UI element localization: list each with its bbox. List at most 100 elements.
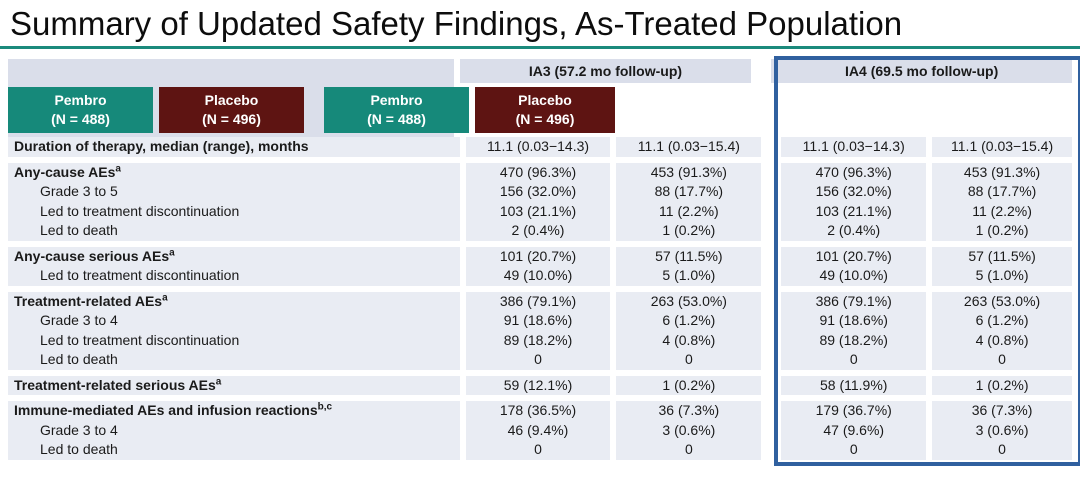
value-cell: 4 (0.8%) <box>662 331 716 348</box>
value-cell: 1 (0.2%) <box>662 376 716 393</box>
footnote-marker: a <box>215 375 222 387</box>
row-label: Duration of therapy, median (range), mon… <box>8 137 460 157</box>
column-name: Pembro <box>370 92 423 108</box>
footnote-marker: a <box>162 291 168 303</box>
value-column: 11.1 (0.03−14.3) <box>465 137 611 157</box>
column-n: (N = 488) <box>367 111 426 127</box>
footnote-marker: b,c <box>317 401 333 413</box>
value-cell: 0 <box>849 441 858 457</box>
value-cell: 156 (32.0%) <box>499 183 577 199</box>
value-column: 453 (91.3%) 88 (17.7%) 11 (2.2%) 1 (0.2%) <box>932 162 1072 241</box>
value-cell: 0 <box>534 351 542 367</box>
value-column: 57 (11.5%) 5 (1.0%) <box>616 246 762 286</box>
value-column: 453 (91.3%) 88 (17.7%) 11 (2.2%) 1 (0.2%) <box>616 162 762 241</box>
value-cell: 470 (96.3%) <box>815 163 892 180</box>
row-label: Any-cause AEsa <box>8 163 460 183</box>
value-cell: 0 <box>998 441 1006 457</box>
value-column: 178 (36.5%) 46 (9.4%) 0 <box>465 401 611 460</box>
value-cell: 386 (79.1%) <box>815 292 892 309</box>
page-title: Summary of Updated Safety Findings, As-T… <box>10 5 903 42</box>
value-cell: 57 (11.5%) <box>968 247 1036 264</box>
value-cell: 57 (11.5%) <box>655 247 723 264</box>
column-header-ia4-placebo: Placebo (N = 496) <box>475 87 615 133</box>
value-cell: 59 (12.1%) <box>503 376 573 393</box>
value-column: 11.1 (0.03−15.4) <box>932 137 1072 157</box>
column-header-ia4-pembro: Pembro (N = 488) <box>324 87 469 133</box>
value-cell: 88 (17.7%) <box>654 183 724 199</box>
value-cell: 5 (1.0%) <box>662 267 716 283</box>
value-cell: 49 (10.0%) <box>503 267 573 283</box>
value-cell: 36 (7.3%) <box>971 402 1033 418</box>
row-label-column: Duration of therapy, median (range), mon… <box>8 137 460 157</box>
value-column: 36 (7.3%) 3 (0.6%) 0 <box>932 401 1072 460</box>
row-label: Led to death <box>8 221 460 241</box>
value-cell: 11 (2.2%) <box>972 202 1032 219</box>
value-cell: 101 (20.7%) <box>499 247 577 264</box>
column-n: (N = 496) <box>515 111 575 127</box>
header-ia3: IA3 (57.2 mo follow-up) <box>459 59 752 83</box>
value-cell: 103 (21.1%) <box>499 202 577 219</box>
value-cell: 58 (11.9%) <box>819 376 888 393</box>
value-cell: 0 <box>534 441 542 457</box>
value-cell: 46 (9.4%) <box>507 421 569 438</box>
value-cell: 6 (1.2%) <box>975 312 1029 328</box>
title-underline <box>0 46 1080 49</box>
row-label-column: Any-cause serious AEsa Led to treatment d… <box>8 246 460 286</box>
row-label: Grade 3 to 4 <box>8 311 460 331</box>
value-column: 101 (20.7%) 49 (10.0%) <box>781 246 927 286</box>
row-label: Grade 3 to 5 <box>8 182 460 202</box>
value-cell: 49 (10.0%) <box>819 267 888 283</box>
value-cell: 36 (7.3%) <box>658 402 720 418</box>
row-label: Led to treatment discontinuation <box>8 331 460 351</box>
value-column: 36 (7.3%) 3 (0.6%) 0 <box>616 401 762 460</box>
value-cell: 47 (9.6%) <box>823 421 885 438</box>
value-cell: 101 (20.7%) <box>815 247 892 264</box>
value-cell: 88 (17.7%) <box>967 183 1037 199</box>
footnote-marker: a <box>115 162 121 174</box>
value-column: 57 (11.5%) 5 (1.0%) <box>932 246 1072 286</box>
row-label-text: Grade 3 to 4 <box>40 421 118 438</box>
value-cell: 91 (18.6%) <box>819 312 888 328</box>
row-label: Led to treatment discontinuation <box>8 266 460 286</box>
value-column: 58 (11.9%) <box>781 375 927 395</box>
value-cell: 6 (1.2%) <box>662 312 716 328</box>
value-column: 1 (0.2%) <box>616 375 762 395</box>
value-cell: 263 (53.0%) <box>963 292 1041 309</box>
value-cell: 1 (0.2%) <box>975 376 1029 393</box>
row-label-column: Any-cause AEsa Grade 3 to 5 Led to treatme… <box>8 162 460 241</box>
value-cell: 91 (18.6%) <box>503 312 573 328</box>
column-name: Placebo <box>518 92 572 108</box>
value-cell: 4 (0.8%) <box>975 331 1029 348</box>
value-column: 386 (79.1%) 91 (18.6%) 89 (18.2%) 0 <box>465 291 611 370</box>
column-n: (N = 488) <box>51 111 110 127</box>
safety-findings-table: IA3 (57.2 mo follow-up) IA4 (69.5 mo fol… <box>8 56 1080 466</box>
value-cell: 386 (79.1%) <box>499 292 577 309</box>
value-cell: 103 (21.1%) <box>815 202 892 219</box>
row-label-text: Treatment-related AEs <box>14 292 163 309</box>
value-cell: 1 (0.2%) <box>975 222 1029 238</box>
row-label-text: Grade 3 to 5 <box>40 183 118 199</box>
row-label-text: Immune-mediated AEs and infusion reactio… <box>14 402 318 418</box>
table-header-band: IA3 (57.2 mo follow-up) IA4 (69.5 mo fol… <box>8 59 1072 137</box>
row-label: Led to death <box>8 350 460 370</box>
row-label: Treatment-related AEsa <box>8 292 460 312</box>
row-label-text: Duration of therapy, median (range), mon… <box>14 138 309 154</box>
value-cell: 5 (1.0%) <box>975 267 1029 283</box>
value-column: 59 (12.1%) <box>465 375 611 395</box>
row-label-text: Led to treatment discontinuation <box>40 267 240 283</box>
row-group: Treatment-related serious AEsa 59 (12.1%)… <box>8 375 1072 395</box>
value-cell: 2 (0.4%) <box>511 222 565 238</box>
value-cell: 156 (32.0%) <box>815 183 892 199</box>
row-group: Duration of therapy, median (range), mon… <box>8 137 1072 157</box>
row-label: Led to treatment discontinuation <box>8 202 460 222</box>
row-label-text: Led to treatment discontinuation <box>40 202 240 219</box>
value-cell: 11.1 (0.03−15.4) <box>637 138 740 154</box>
value-column: 263 (53.0%) 6 (1.2%) 4 (0.8%) 0 <box>616 291 762 370</box>
value-cell: 11 (2.2%) <box>659 202 719 219</box>
value-cell: 11.1 (0.03−14.3) <box>486 138 590 154</box>
row-label: Any-cause serious AEsa <box>8 247 460 267</box>
row-group: Any-cause serious AEsa Led to treatment d… <box>8 246 1072 286</box>
row-group: Treatment-related AEsa Grade 3 to 4 Led to… <box>8 291 1072 370</box>
row-group: Immune-mediated AEs and infusion reactio… <box>8 401 1072 460</box>
row-label-column: Treatment-related AEsa Grade 3 to 4 Led to… <box>8 291 460 370</box>
